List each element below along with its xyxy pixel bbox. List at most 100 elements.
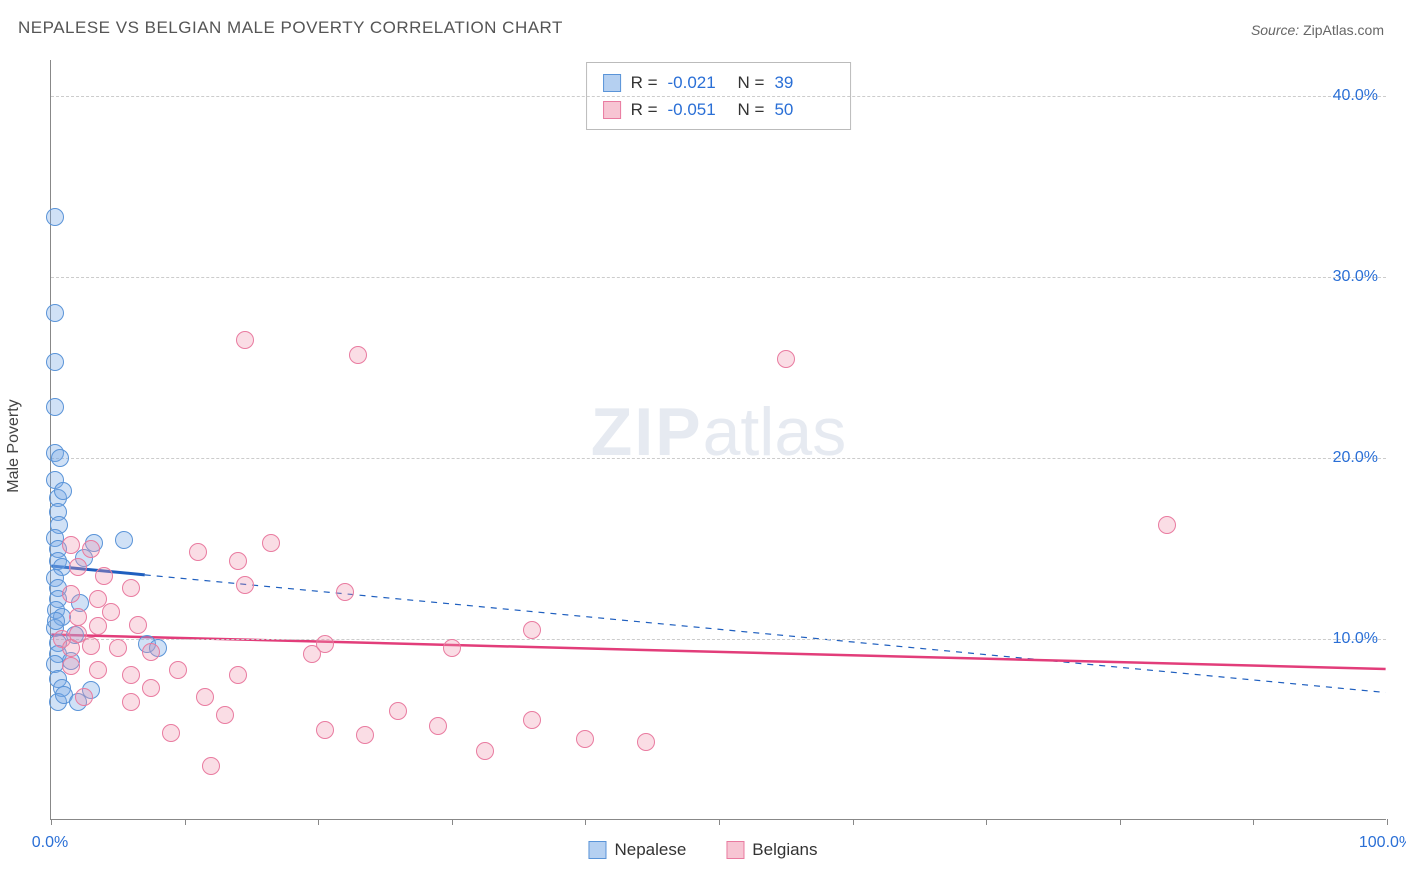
legend-label-nepalese: Nepalese — [614, 840, 686, 860]
source-name: ZipAtlas.com — [1303, 22, 1384, 38]
marker-belgians — [62, 585, 80, 603]
marker-belgians — [637, 733, 655, 751]
marker-belgians — [236, 331, 254, 349]
marker-nepalese — [46, 353, 64, 371]
gridline — [51, 96, 1386, 97]
marker-belgians — [122, 666, 140, 684]
marker-belgians — [523, 711, 541, 729]
marker-belgians — [122, 693, 140, 711]
marker-nepalese — [47, 612, 65, 630]
xtick-label: 0.0% — [32, 834, 68, 852]
marker-belgians — [122, 579, 140, 597]
gridline — [51, 639, 1386, 640]
marker-belgians — [102, 603, 120, 621]
marker-belgians — [1158, 516, 1176, 534]
xtick — [1387, 819, 1388, 825]
trendline-nepalese-dashed — [145, 575, 1386, 693]
xtick — [1120, 819, 1121, 825]
source-label: Source: — [1251, 22, 1299, 38]
marker-nepalese — [115, 531, 133, 549]
marker-belgians — [356, 726, 374, 744]
marker-belgians — [189, 543, 207, 561]
marker-belgians — [523, 621, 541, 639]
stat-n-nepalese: 39 — [774, 69, 834, 96]
trend-lines — [51, 60, 1386, 819]
marker-belgians — [429, 717, 447, 735]
marker-belgians — [82, 637, 100, 655]
marker-belgians — [336, 583, 354, 601]
marker-belgians — [216, 706, 234, 724]
marker-belgians — [202, 757, 220, 775]
ytick-label: 30.0% — [1333, 268, 1378, 286]
legend-item-nepalese: Nepalese — [588, 840, 686, 860]
stat-r-label: R = — [631, 96, 658, 123]
chart-title: NEPALESE VS BELGIAN MALE POVERTY CORRELA… — [18, 18, 563, 38]
ytick-label: 20.0% — [1333, 449, 1378, 467]
legend-swatch-belgians-icon — [726, 841, 744, 859]
marker-belgians — [443, 639, 461, 657]
swatch-nepalese-icon — [603, 74, 621, 92]
marker-belgians — [89, 617, 107, 635]
marker-belgians — [229, 666, 247, 684]
marker-nepalese — [46, 304, 64, 322]
marker-belgians — [142, 643, 160, 661]
marker-belgians — [69, 558, 87, 576]
marker-belgians — [82, 540, 100, 558]
source-attribution: Source: ZipAtlas.com — [1251, 22, 1384, 38]
stats-row-nepalese: R = -0.021 N = 39 — [603, 69, 835, 96]
xtick — [452, 819, 453, 825]
marker-belgians — [316, 721, 334, 739]
marker-belgians — [62, 657, 80, 675]
ytick-label: 10.0% — [1333, 630, 1378, 648]
marker-belgians — [129, 616, 147, 634]
marker-belgians — [162, 724, 180, 742]
marker-belgians — [262, 534, 280, 552]
plot-area: ZIPatlas R = -0.021 N = 39 R = -0.051 N … — [50, 60, 1386, 820]
xtick — [1253, 819, 1254, 825]
xtick-label: 100.0% — [1359, 834, 1406, 852]
marker-belgians — [109, 639, 127, 657]
xtick — [185, 819, 186, 825]
ytick-label: 40.0% — [1333, 87, 1378, 105]
legend-bottom: Nepalese Belgians — [588, 830, 817, 870]
marker-belgians — [89, 661, 107, 679]
marker-nepalese — [54, 482, 72, 500]
legend-label-belgians: Belgians — [752, 840, 817, 860]
xtick — [318, 819, 319, 825]
marker-belgians — [476, 742, 494, 760]
stats-row-belgians: R = -0.051 N = 50 — [603, 96, 835, 123]
marker-belgians — [62, 536, 80, 554]
marker-belgians — [229, 552, 247, 570]
marker-belgians — [69, 625, 87, 643]
xtick — [585, 819, 586, 825]
gridline — [51, 277, 1386, 278]
marker-belgians — [95, 567, 113, 585]
stat-r-label: R = — [631, 69, 658, 96]
gridline — [51, 458, 1386, 459]
y-axis-label: Male Poverty — [5, 399, 23, 492]
stat-r-nepalese: -0.021 — [668, 69, 728, 96]
stat-n-label: N = — [738, 69, 765, 96]
legend-swatch-nepalese-icon — [588, 841, 606, 859]
xtick — [51, 819, 52, 825]
marker-belgians — [389, 702, 407, 720]
stat-r-belgians: -0.051 — [668, 96, 728, 123]
marker-belgians — [142, 679, 160, 697]
stat-n-label: N = — [738, 96, 765, 123]
marker-nepalese — [46, 208, 64, 226]
marker-belgians — [777, 350, 795, 368]
legend-item-belgians: Belgians — [726, 840, 817, 860]
marker-nepalese — [51, 449, 69, 467]
marker-belgians — [169, 661, 187, 679]
marker-belgians — [236, 576, 254, 594]
swatch-belgians-icon — [603, 101, 621, 119]
stat-n-belgians: 50 — [774, 96, 834, 123]
xtick — [719, 819, 720, 825]
xtick — [986, 819, 987, 825]
marker-belgians — [349, 346, 367, 364]
marker-belgians — [316, 635, 334, 653]
marker-belgians — [196, 688, 214, 706]
xtick — [853, 819, 854, 825]
marker-belgians — [75, 688, 93, 706]
marker-belgians — [576, 730, 594, 748]
